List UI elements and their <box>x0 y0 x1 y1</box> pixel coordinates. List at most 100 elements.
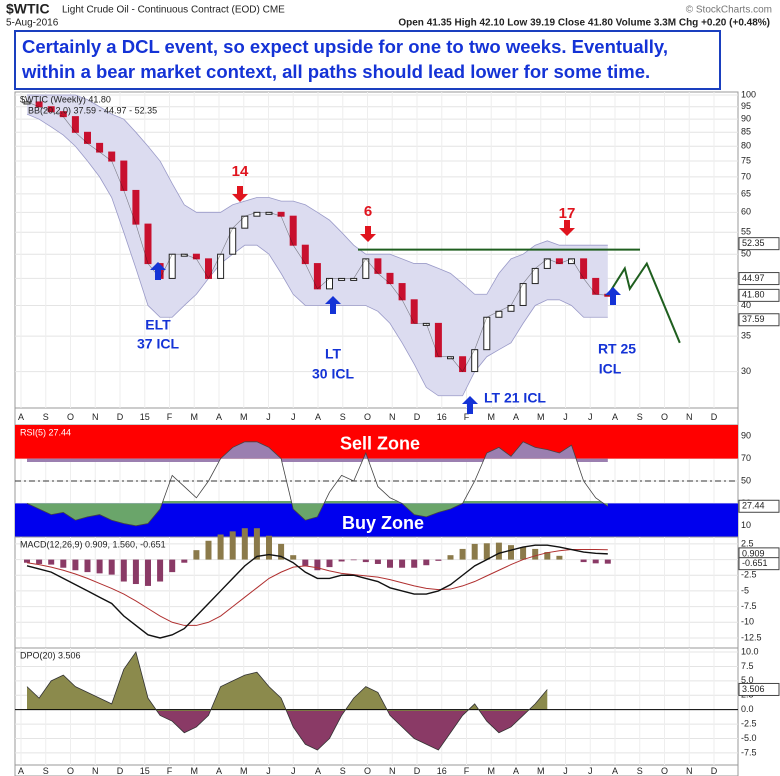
histogram-bar <box>447 555 454 560</box>
x-tick-label: A <box>216 766 222 776</box>
histogram-bar <box>48 559 55 565</box>
x-tick-label: M <box>488 412 496 422</box>
histogram-bar <box>290 555 297 560</box>
comment-line: within a bear market context, all paths … <box>21 61 650 82</box>
y-tick-label: 75 <box>741 155 751 165</box>
x-tick-label: N <box>686 766 693 776</box>
histogram-bar <box>435 559 442 561</box>
date: 5-Aug-2016 <box>6 18 59 29</box>
histogram-bar <box>241 528 248 560</box>
value-tag-label: 44.97 <box>742 273 765 283</box>
y-tick-label: 80 <box>741 141 751 151</box>
peak-label: 17 <box>559 205 576 222</box>
x-tick-label: A <box>315 412 321 422</box>
y-tick-label: 95 <box>741 101 751 111</box>
y-tick-label: 55 <box>741 227 751 237</box>
legend: MACD(12,26,9) 0.909, 1.560, -0.651 <box>20 539 166 549</box>
sell-zone <box>15 425 738 459</box>
overbought-fill <box>27 441 608 462</box>
histogram-bar <box>266 535 272 560</box>
y-tick-label: 60 <box>741 207 751 217</box>
x-tick-label: M <box>191 412 199 422</box>
zone-label: Sell Zone <box>340 434 420 454</box>
histogram-bar <box>374 559 381 564</box>
y-tick-label: 7.5 <box>741 661 754 671</box>
value-tag <box>738 313 780 327</box>
y-tick-label: 50 <box>741 249 751 259</box>
credit: © StockCharts.com <box>686 5 772 16</box>
y-tick-label: -2.5 <box>741 570 757 580</box>
dpo-positive <box>27 652 548 711</box>
x-tick-label: O <box>661 766 668 776</box>
up-arrow <box>605 287 621 305</box>
down-arrow <box>232 186 248 202</box>
x-tick-label: S <box>340 412 346 422</box>
histogram-bar <box>338 559 345 562</box>
histogram-bar <box>169 559 176 573</box>
down-arrow <box>360 226 376 242</box>
x-tick-label: D <box>414 412 421 422</box>
x-tick-label: F <box>167 412 173 422</box>
y-tick-label: 90 <box>741 114 751 124</box>
y-tick-label: 10.0 <box>741 646 759 656</box>
histogram-bar <box>96 559 103 574</box>
comment-line: Certainly a DCL event, so expect upside … <box>22 36 668 57</box>
value-tag <box>738 557 780 571</box>
histogram-bar <box>399 559 406 568</box>
x-tick-label: N <box>389 766 396 776</box>
symbol: $WTIC <box>6 1 50 17</box>
histogram-bar <box>350 559 357 561</box>
x-tick-label: J <box>266 412 271 422</box>
value-tag <box>738 682 780 696</box>
histogram-bar <box>72 559 79 571</box>
x-tick-label: 16 <box>437 766 447 776</box>
x-tick-label: S <box>340 766 346 776</box>
x-tick-label: O <box>67 412 74 422</box>
histogram-bar <box>411 559 418 568</box>
x-tick-label: J <box>266 766 271 776</box>
instrument-name: Light Crude Oil - Continuous Contract (E… <box>62 5 285 16</box>
up-arrow <box>462 396 478 414</box>
signal-line <box>26 549 608 626</box>
histogram-bar <box>326 559 333 568</box>
histogram-bar <box>580 559 587 563</box>
y-tick-label: 2.5 <box>741 538 754 548</box>
histogram-bar <box>362 559 369 563</box>
bollinger-upper <box>27 94 608 295</box>
histogram-bar <box>302 559 309 566</box>
y-tick-label: 70 <box>741 171 751 181</box>
y-tick-label: 0.0 <box>741 704 754 714</box>
histogram-bar <box>253 528 260 560</box>
histogram-bar <box>314 559 321 571</box>
y-tick-label: 90 <box>741 431 751 441</box>
histogram-bar <box>181 559 188 563</box>
x-tick-label: A <box>513 766 519 776</box>
x-tick-label: D <box>117 766 124 776</box>
histogram-bar <box>592 559 599 564</box>
cycle-label: LT <box>325 346 342 362</box>
x-tick-label: O <box>364 766 371 776</box>
value-tag <box>738 272 780 286</box>
legend: $WTIC (Weekly) 41.80 <box>20 94 111 104</box>
value-tag-label: 52.35 <box>742 238 765 248</box>
histogram-bar <box>84 559 91 573</box>
x-tick-label: S <box>43 766 49 776</box>
x-tick-label: M <box>537 412 545 422</box>
histogram-bar <box>193 550 200 560</box>
dpo-negative <box>156 711 528 751</box>
y-tick-label: 35 <box>741 331 751 341</box>
close-line <box>26 101 608 373</box>
rsi-line <box>26 441 609 527</box>
cycle-label: 30 ICL <box>312 366 354 382</box>
value-tag <box>738 237 780 251</box>
value-tag-label: -0.651 <box>742 558 768 568</box>
x-tick-label: F <box>464 412 470 422</box>
histogram-bar <box>205 540 212 560</box>
histogram-bar <box>157 559 164 582</box>
comment-box <box>14 30 721 90</box>
x-tick-label: A <box>612 412 618 422</box>
x-tick-label: 15 <box>140 412 150 422</box>
x-tick-label: J <box>588 766 593 776</box>
y-tick-label: -10 <box>741 617 754 627</box>
